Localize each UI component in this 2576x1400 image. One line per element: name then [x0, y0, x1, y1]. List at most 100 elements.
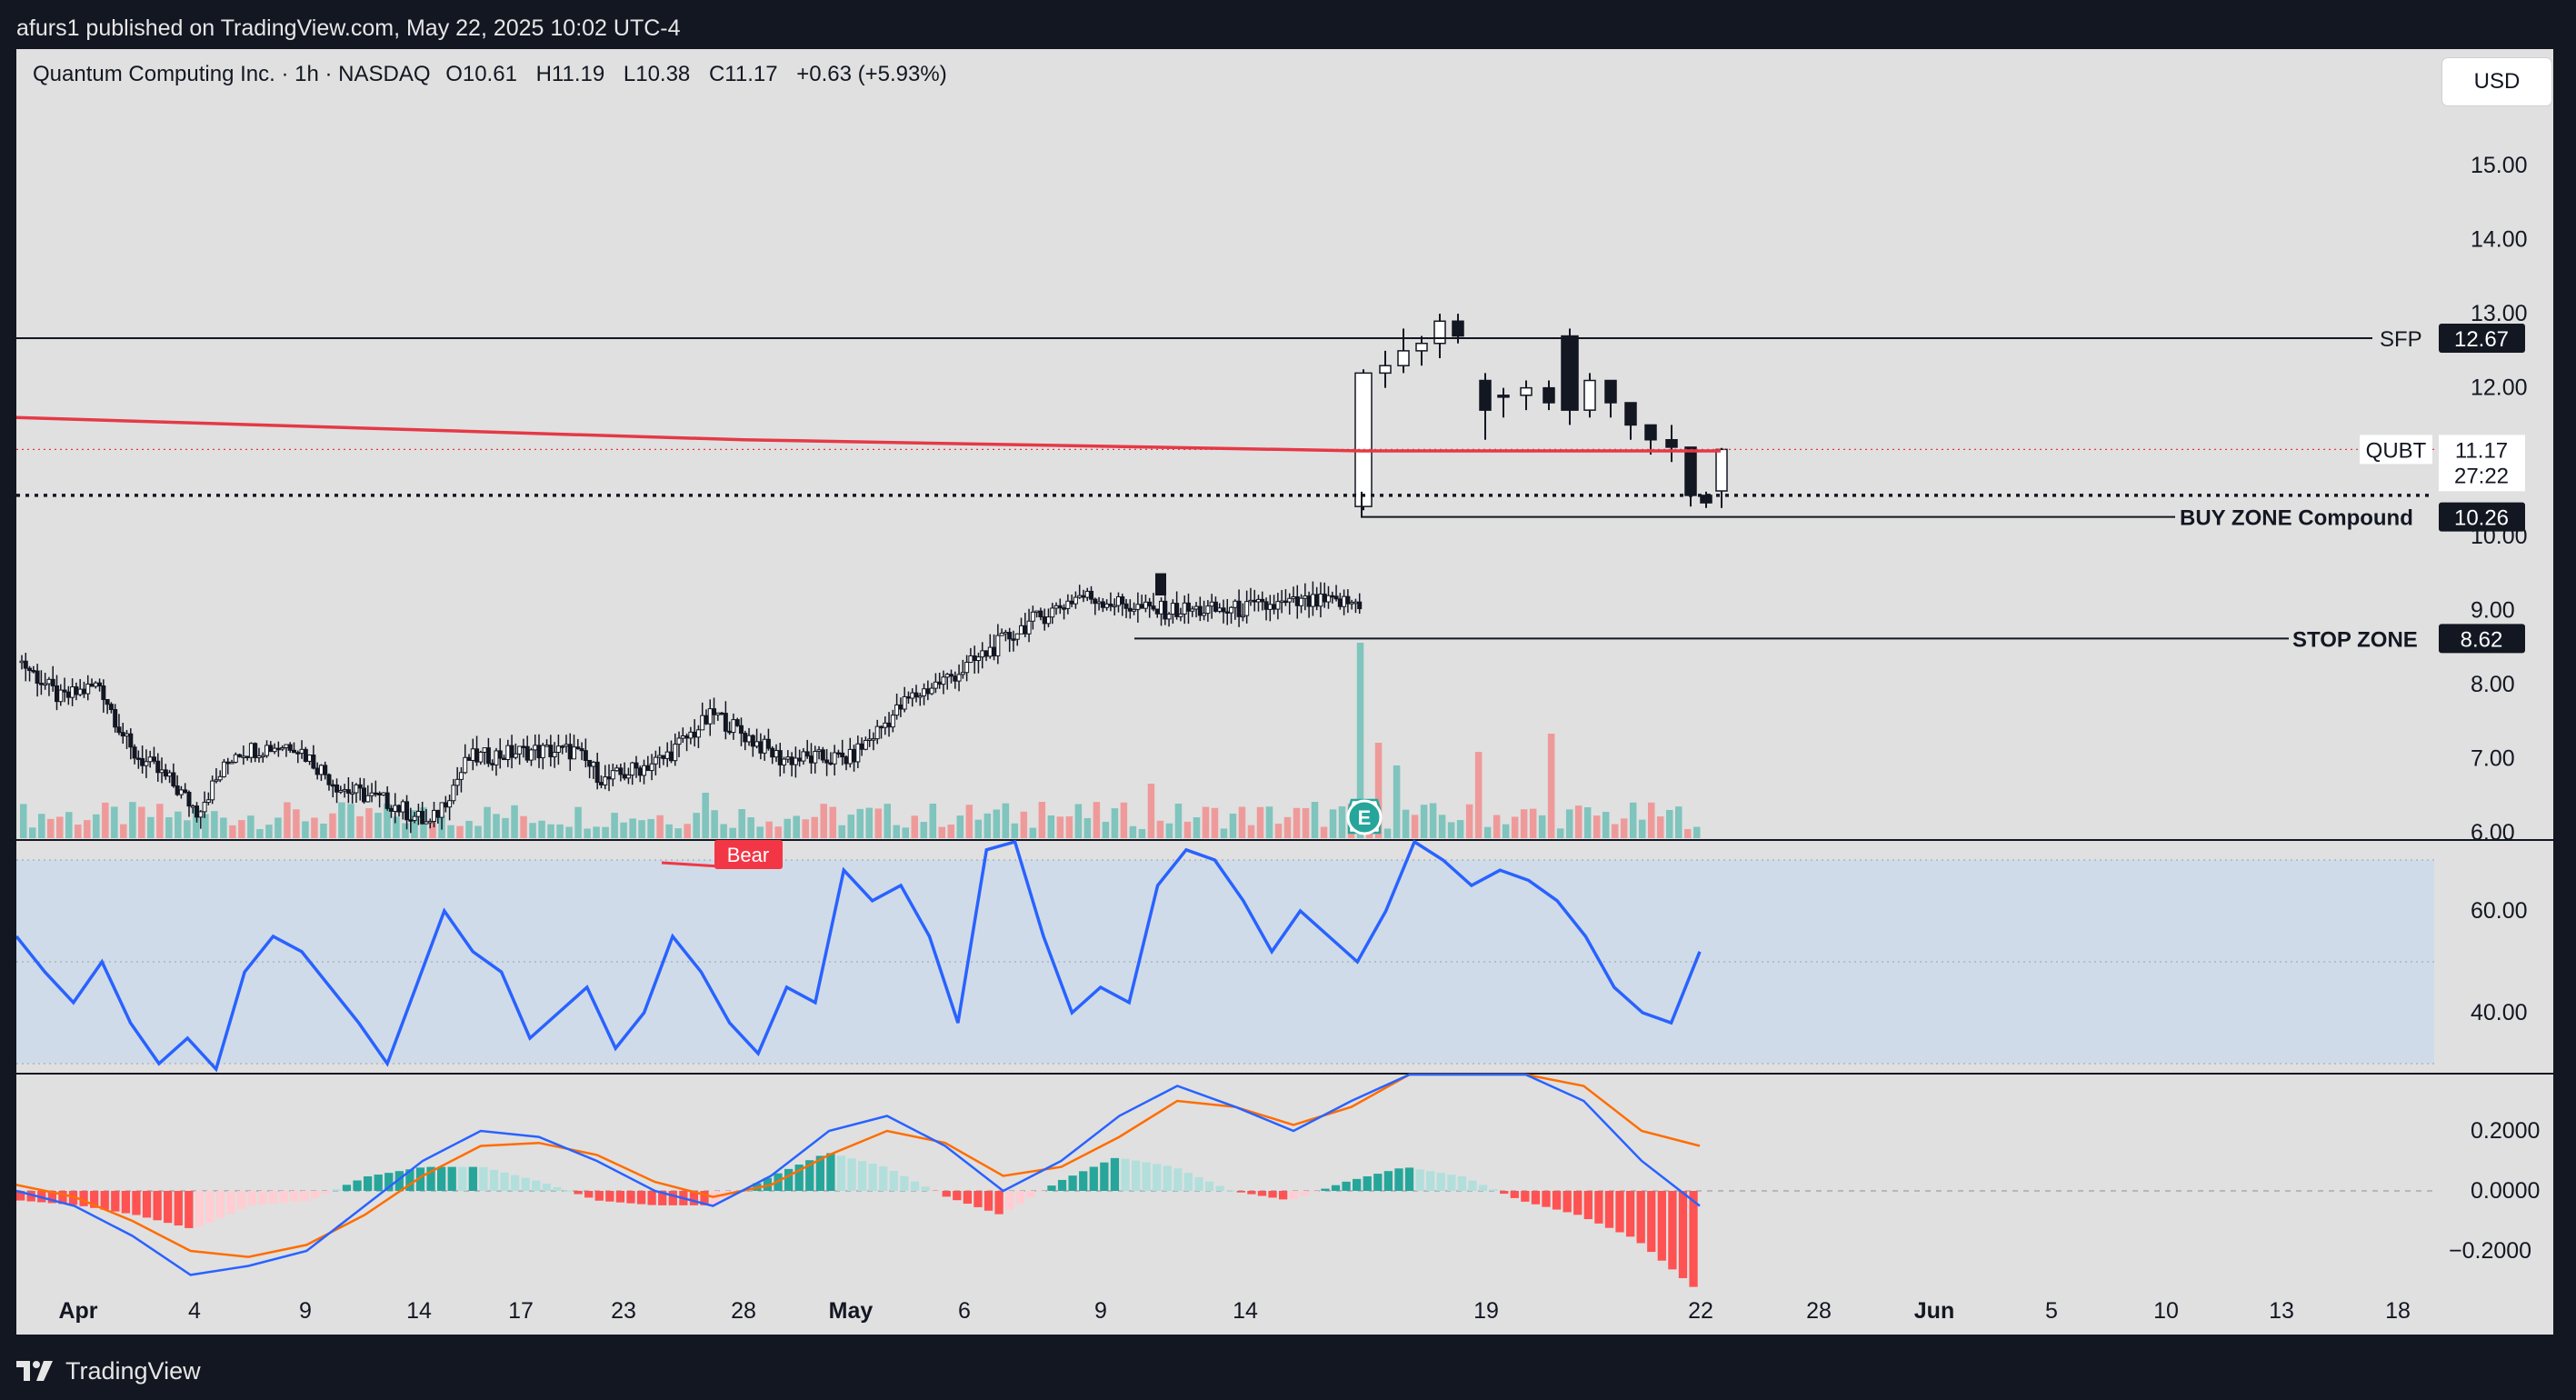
candle-body: [715, 712, 721, 715]
macd-histogram-bar: [532, 1180, 541, 1191]
macd-histogram-bar: [58, 1191, 67, 1205]
volume-bar: [193, 808, 200, 838]
candle-body: [1260, 598, 1265, 603]
macd-histogram-bar: [1552, 1191, 1562, 1210]
chart-area[interactable]: 15.00 14.00 13.00 12.00 10.00 9.00 8.00 7.00 6.0…: [16, 49, 2553, 1335]
candle-body: [1452, 320, 1464, 337]
price-axis-tick-label: 13.00: [2471, 301, 2528, 326]
candle-body: [793, 757, 798, 765]
tradingview-logo[interactable]: TradingView: [16, 1353, 201, 1389]
macd-axis-tick-label: −0.2000: [2449, 1238, 2531, 1264]
candle-body: [183, 789, 188, 794]
volume-bar: [1238, 806, 1246, 838]
candle-body: [1057, 605, 1063, 609]
macd-histogram-bar: [815, 1155, 824, 1191]
volume-bar: [302, 821, 309, 838]
candle-body: [1019, 625, 1024, 635]
candle-body: [497, 750, 503, 759]
volume-bar: [584, 828, 591, 838]
chart-canvas[interactable]: 15.0014.0013.0012.0010.009.008.007.006.0…: [16, 49, 2553, 1335]
macd-histogram-bar: [289, 1191, 299, 1202]
candle-body: [944, 674, 950, 678]
macd-histogram-bar: [1026, 1191, 1035, 1198]
candle-body: [824, 759, 830, 764]
candle-body: [1267, 604, 1273, 610]
symbol-title: Quantum Computing Inc. · 1h · NASDAQ: [33, 62, 431, 86]
candle-body: [1644, 424, 1657, 441]
volume-bar: [102, 802, 109, 838]
macd-histogram-bar: [889, 1170, 898, 1191]
volume-bar: [747, 817, 754, 838]
earnings-marker: [1346, 799, 1383, 835]
volume-bar: [75, 825, 82, 838]
currency-button[interactable]: USD: [2442, 58, 2551, 105]
volume-bar: [374, 813, 382, 838]
volume-bar: [665, 824, 673, 838]
candle-body: [35, 670, 40, 685]
candle-body: [1014, 633, 1020, 640]
candle-body: [128, 733, 134, 748]
candle-body: [384, 792, 390, 809]
candle-body: [645, 765, 651, 772]
candle-body: [1306, 595, 1312, 607]
volume-bar: [293, 809, 300, 838]
candle-body: [933, 681, 938, 689]
candle-body: [661, 755, 666, 759]
macd-histogram-bar: [1057, 1179, 1067, 1191]
volume-bar: [1265, 806, 1273, 838]
candle-body: [396, 805, 402, 813]
candle-body: [1147, 601, 1153, 607]
candle-body: [1209, 601, 1214, 607]
candle-body: [93, 682, 98, 687]
rsi-axis-tick-label: 40.00: [2471, 1000, 2528, 1025]
macd-histogram-bar: [1204, 1181, 1214, 1191]
candle-body: [186, 792, 192, 807]
volume-bar: [347, 804, 354, 838]
volume-bar: [1147, 784, 1155, 838]
macd-histogram-bar: [794, 1165, 804, 1191]
volume-bar: [1556, 828, 1564, 838]
candle-body: [458, 772, 464, 780]
candle-body: [373, 792, 378, 795]
macd-histogram-bar: [921, 1186, 930, 1191]
volume-bar: [220, 817, 227, 838]
candle-body: [758, 741, 764, 754]
volume-bar: [574, 806, 582, 838]
volume-bar: [656, 815, 664, 838]
candle-body: [1357, 601, 1363, 610]
volume-bar: [84, 820, 91, 838]
candle-body: [1155, 573, 1166, 596]
candle-body: [1163, 600, 1168, 620]
macd-histogram-bar: [1310, 1191, 1319, 1193]
candle-body: [1342, 595, 1347, 607]
candle-body: [513, 753, 518, 758]
candle-body: [1053, 605, 1059, 609]
candle-body: [610, 770, 615, 780]
candle-body: [205, 799, 211, 804]
macd-histogram-bar: [247, 1191, 256, 1205]
volume-bar: [684, 824, 691, 838]
candle-body: [1139, 604, 1144, 609]
volume-bar: [1056, 816, 1064, 838]
candle-body: [874, 725, 880, 740]
macd-histogram-bar: [1468, 1180, 1477, 1191]
candle-body: [1353, 601, 1358, 605]
macd-histogram-bar: [932, 1191, 941, 1193]
volume-bar: [1220, 828, 1228, 838]
candle-body: [1349, 602, 1354, 605]
volume-bar: [211, 811, 218, 838]
volume-bar: [802, 819, 809, 838]
candle-body: [303, 748, 308, 762]
candle-body: [925, 688, 931, 695]
time-axis-tick-label: 13: [2269, 1298, 2294, 1324]
volume-bar: [147, 816, 155, 838]
candle-body: [1291, 595, 1296, 599]
candle-body: [804, 751, 810, 757]
candle-body: [420, 810, 425, 825]
candle-body: [38, 683, 44, 685]
macd-histogram-bar: [132, 1191, 141, 1215]
candle-body: [447, 800, 453, 808]
candle-body: [1205, 605, 1211, 615]
volume-bar: [365, 807, 373, 838]
volume-bar: [1256, 806, 1264, 838]
